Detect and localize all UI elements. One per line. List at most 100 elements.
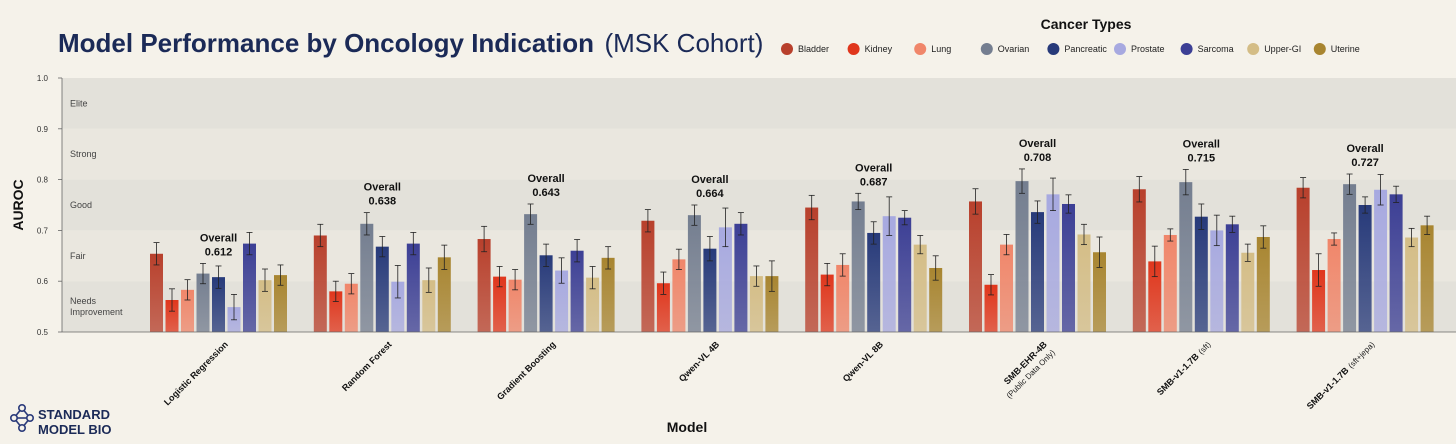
bar-lung — [1327, 239, 1341, 332]
bar-kidney — [493, 276, 507, 332]
x-category-label: Random Forest — [340, 339, 394, 393]
bar-upper-gi — [422, 280, 436, 332]
band-label: Strong — [70, 149, 97, 159]
bar-kidney — [165, 299, 179, 332]
bar-uterine — [1256, 237, 1270, 332]
legend-item-upper-gi: Upper-GI — [1247, 43, 1301, 55]
model-group: Overall 0.715 — [1132, 138, 1270, 332]
legend-label: Uterine — [1331, 44, 1360, 54]
bar-ovarian — [851, 201, 865, 332]
bar-sarcoma — [734, 223, 748, 332]
overall-label: Overall — [1019, 138, 1056, 150]
bar-sarcoma — [1225, 224, 1239, 332]
bar-lung — [836, 264, 850, 332]
legend-label: Kidney — [865, 44, 893, 54]
chart-title: Model Performance by Oncology Indication… — [58, 28, 763, 58]
x-category-label: Gradient Boosting — [495, 339, 558, 402]
bar-pancreatic — [867, 232, 881, 332]
legend-swatch — [1313, 43, 1326, 55]
overall-value: 0.727 — [1351, 157, 1379, 169]
overall-label: Overall — [527, 173, 564, 185]
legend-label: Lung — [931, 44, 951, 54]
bar-ovarian — [1015, 181, 1029, 332]
x-category-sub: (sft) — [1197, 340, 1213, 356]
bar-bladder — [1132, 189, 1146, 332]
plot-area: Overall0.612Overall0.638Overall0.643Over… — [150, 138, 1434, 332]
bar-lung — [1163, 234, 1177, 332]
y-axis: 0.5 0.6 0.7 0.8 0.9 1.0 — [37, 74, 63, 337]
overall-label: Overall — [855, 162, 892, 174]
legend-label: Bladder — [798, 44, 829, 54]
y-tick-label: 0.6 — [37, 277, 49, 286]
x-category-label: Qwen-VL 4B — [677, 339, 722, 384]
bar-upper-gi — [1405, 237, 1419, 332]
bar-sarcoma — [243, 243, 256, 332]
legend-item-kidney: Kidney — [847, 43, 893, 55]
bar-lung — [508, 279, 522, 332]
model-group: Overall 0.687 — [805, 162, 943, 332]
model-group: Overall 0.612 — [150, 232, 287, 332]
x-category-name: SMB-v1-1.7B — [1155, 351, 1201, 397]
overall-label: Overall — [691, 174, 728, 186]
bar-lung — [181, 289, 194, 332]
model-group: Overall 0.727 — [1296, 143, 1434, 332]
x-axis: Logistic Regression Random Forest Gradient… — [62, 331, 1456, 411]
bar-kidney — [1312, 270, 1326, 332]
bar-uterine — [1420, 225, 1434, 332]
bar-uterine — [601, 257, 615, 332]
bar-prostate — [882, 216, 896, 332]
y-tick-label: 0.9 — [37, 125, 49, 134]
x-category-name: Logistic Regression — [162, 339, 230, 407]
band-label: Fair — [70, 251, 86, 261]
y-tick-label: 0.5 — [37, 328, 49, 337]
x-category-name: Qwen-VL 4B — [677, 339, 722, 384]
legend-label: Pancreatic — [1064, 44, 1107, 54]
band-label: Needs — [70, 296, 97, 306]
legend-swatch — [847, 43, 860, 55]
legend-item-prostate: Prostate — [1114, 43, 1165, 55]
x-category-label: Logistic Regression — [162, 339, 230, 407]
legend-swatch — [980, 43, 993, 55]
logo: STANDARD MODEL BIO — [10, 403, 111, 437]
band-label: Good — [70, 200, 92, 210]
band-label: Elite — [70, 98, 88, 108]
bar-bladder — [805, 207, 819, 332]
x-category-label: SMB-v1-1.7B(sft) — [1155, 339, 1213, 397]
legend-swatch — [1180, 43, 1193, 55]
legend: Bladder Kidney Lung Ovarian Pancreatic Prosta… — [781, 43, 1360, 55]
legend-item-sarcoma: Sarcoma — [1180, 43, 1234, 55]
bar-pancreatic — [1194, 216, 1208, 332]
bar-prostate — [1210, 230, 1224, 332]
bar-pancreatic — [539, 255, 553, 332]
legend-swatch — [781, 43, 793, 55]
bar-upper-gi — [913, 244, 927, 332]
overall-value: 0.708 — [1024, 152, 1052, 164]
logo-icon — [10, 403, 34, 432]
bar-upper-gi — [586, 277, 600, 332]
model-group: Overall 0.643 — [477, 173, 615, 332]
bar-ovarian — [524, 214, 538, 332]
bar-pancreatic — [1358, 205, 1372, 332]
legend-swatch — [1114, 43, 1126, 55]
band-elite — [62, 78, 1456, 129]
bar-bladder — [969, 201, 982, 332]
bar-ovarian — [196, 273, 210, 332]
bar-kidney — [329, 291, 343, 332]
bar-lung — [344, 283, 358, 332]
bar-sarcoma — [1062, 203, 1075, 332]
bar-prostate — [1046, 194, 1060, 332]
x-category-label: SMB-v1-1.7B(sft+jepa) — [1305, 339, 1377, 411]
bar-prostate — [1374, 189, 1388, 332]
bar-bladder — [313, 235, 327, 332]
model-group: Overall 0.664 — [641, 174, 779, 332]
bar-ovarian — [360, 223, 374, 332]
legend-item-lung: Lung — [914, 43, 951, 55]
bar-lung — [1000, 244, 1013, 332]
bar-pancreatic — [703, 248, 717, 332]
legend-title: Cancer Types — [1041, 16, 1132, 32]
y-tick-label: 1.0 — [37, 74, 49, 83]
bar-kidney — [656, 283, 670, 332]
y-axis-title: AUROC — [10, 179, 26, 230]
